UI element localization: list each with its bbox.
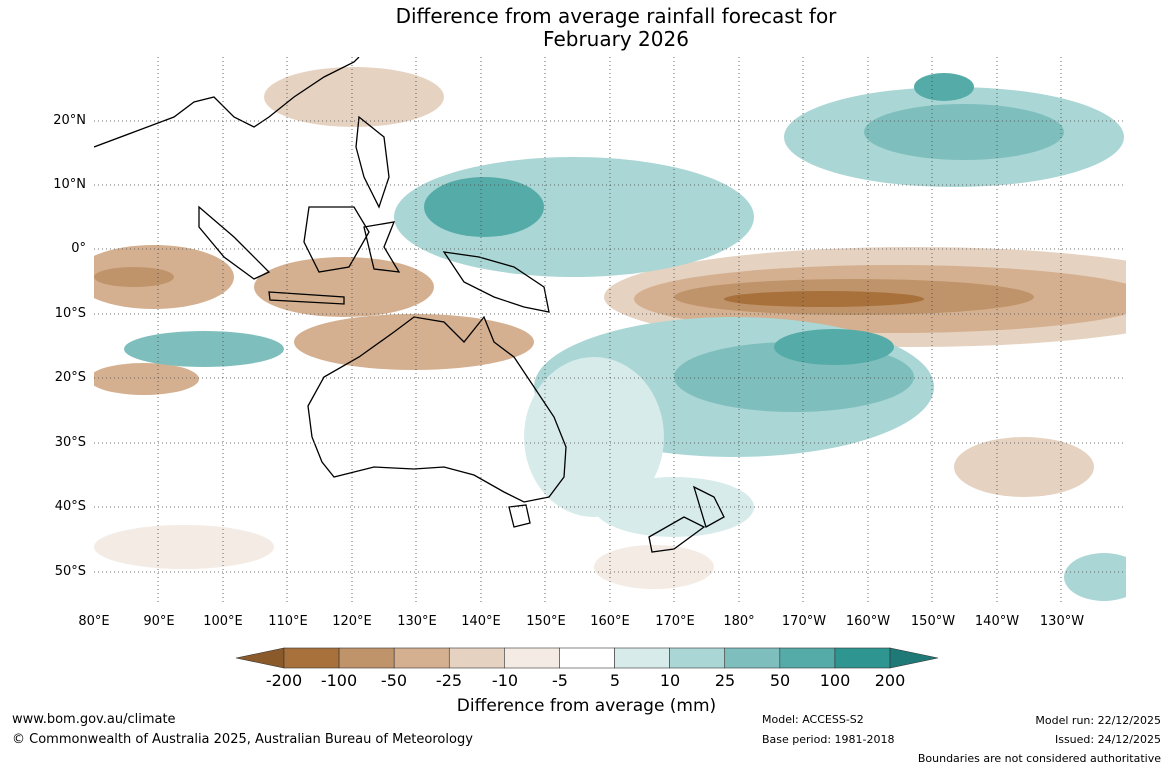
- colorbar-arrow-low: [235, 647, 285, 669]
- wet-patch-indian-ocean: [124, 331, 284, 367]
- lon-label-130e: 130°E: [397, 614, 437, 629]
- wet-patch-west-pacific-core: [424, 177, 544, 237]
- dry-patch-maritime-continent: [254, 257, 434, 317]
- dry-patch-south-china-sea: [264, 67, 444, 127]
- lon-label-170e: 170°E: [655, 614, 695, 629]
- base-period: Base period: 1981-2018: [762, 733, 895, 746]
- colorbar-tick-5: 5: [609, 671, 621, 690]
- wet-patch-southeast-pacific: [1064, 553, 1126, 601]
- model-name: Model: ACCESS-S2: [762, 713, 864, 726]
- dry-patch-north-australia: [294, 314, 534, 370]
- dry-patch-tasman: [594, 545, 714, 589]
- tasmania-coast: [508, 504, 531, 528]
- colorbar-tick-minus5: -5: [552, 671, 568, 690]
- lat-label-10n: 10°N: [53, 177, 86, 192]
- colorbar-arrow-high: [889, 647, 939, 669]
- sumatra-coast: [198, 205, 271, 280]
- colorbar-segment-9: [779, 647, 836, 669]
- lon-label-130w: 130°W: [1039, 614, 1085, 629]
- colorbar-tick-minus10: -10: [491, 671, 519, 690]
- lat-label-20n: 20°N: [53, 113, 86, 128]
- lon-label-140w: 140°W: [974, 614, 1020, 629]
- colorbar-tick-minus50: -50: [380, 671, 408, 690]
- lat-label-30s: 30°S: [54, 435, 86, 450]
- lat-label-10s: 10°S: [54, 306, 86, 321]
- colorbar-segment-5: [559, 647, 615, 669]
- chart-title: Difference from average rainfall forecas…: [0, 5, 1173, 51]
- colorbar-segment-7: [669, 647, 726, 669]
- lon-label-160e: 160°E: [590, 614, 630, 629]
- colorbar-segment-4: [504, 647, 560, 669]
- lat-label-50s: 50°S: [54, 564, 86, 579]
- colorbar-label: Difference from average (mm): [456, 696, 717, 716]
- lon-label-160w: 160°W: [845, 614, 891, 629]
- colorbar-segment-3: [448, 647, 505, 669]
- dry-patch-equatorial-pacific-peak: [724, 291, 924, 307]
- wet-patch-east-australia: [524, 357, 664, 517]
- lat-label-0: 0°: [71, 241, 86, 256]
- title-line-1: Difference from average rainfall forecas…: [395, 4, 837, 28]
- rainfall-map[interactable]: [94, 57, 1126, 605]
- colorbar-tick-25: 25: [714, 671, 736, 690]
- java-coast: [268, 291, 345, 305]
- website-link[interactable]: www.bom.gov.au/climate: [12, 712, 176, 727]
- model-run-date: Model run: 22/12/2025: [1035, 714, 1161, 727]
- colorbar-tick-100: 100: [819, 671, 851, 690]
- copyright-text: © Commonwealth of Australia 2025, Austra…: [12, 732, 473, 747]
- colorbar-tick-minus25: -25: [435, 671, 463, 690]
- wet-patch-north-pacific-peak: [914, 73, 974, 101]
- lon-label-80e: 80°E: [78, 614, 110, 629]
- colorbar-segment-6: [614, 647, 670, 669]
- lon-label-140e: 140°E: [461, 614, 501, 629]
- colorbar-segment-8: [724, 647, 781, 669]
- colorbar-segment-10: [834, 647, 891, 669]
- dry-patch-indian-ocean-west-core: [94, 267, 174, 287]
- lat-label-20s: 20°S: [54, 370, 86, 385]
- dry-patch-south-indian-ocean: [94, 525, 274, 569]
- lon-label-90e: 90°E: [143, 614, 175, 629]
- wet-patch-north-pacific-core: [864, 104, 1064, 160]
- philippines-coast: [355, 115, 390, 209]
- gridlines: [94, 57, 1126, 605]
- colorbar-segments: [283, 647, 891, 669]
- lon-label-180: 180°: [723, 614, 755, 629]
- colorbar-segment-1: [338, 647, 395, 669]
- colorbar-segment-0: [283, 647, 340, 669]
- lon-label-150w: 150°W: [910, 614, 956, 629]
- lon-label-170w: 170°W: [781, 614, 827, 629]
- map-canvas: [94, 57, 1126, 605]
- colorbar-segment-2: [393, 647, 450, 669]
- title-line-2: February 2026: [543, 27, 689, 51]
- australia-coast: [307, 315, 567, 503]
- issued-date: Issued: 24/12/2025: [1054, 733, 1161, 746]
- lon-label-100e: 100°E: [203, 614, 243, 629]
- wet-patch-spcz-peak: [774, 329, 894, 365]
- borneo-coast: [303, 206, 370, 273]
- sulawesi-coast: [363, 221, 401, 273]
- asia-coast: [94, 57, 360, 148]
- colorbar-tick-50: 50: [769, 671, 791, 690]
- colorbar-tick-200: 200: [874, 671, 906, 690]
- lon-label-110e: 110°E: [268, 614, 308, 629]
- colorbar-tick-minus200: -200: [265, 671, 303, 690]
- boundary-disclaimer: Boundaries are not considered authoritat…: [917, 752, 1161, 765]
- colorbar-tick-10: 10: [659, 671, 681, 690]
- new-zealand-coast: [648, 485, 725, 553]
- coastlines: [94, 57, 725, 553]
- colorbar-tick-minus100: -100: [320, 671, 358, 690]
- lon-label-120e: 120°E: [332, 614, 372, 629]
- lat-label-40s: 40°S: [54, 499, 86, 514]
- dry-patch-indian-ocean-south: [94, 363, 199, 395]
- dry-patch-southeast-pacific: [954, 437, 1094, 497]
- lon-label-150e: 150°E: [526, 614, 566, 629]
- new-guinea-coast: [442, 251, 550, 313]
